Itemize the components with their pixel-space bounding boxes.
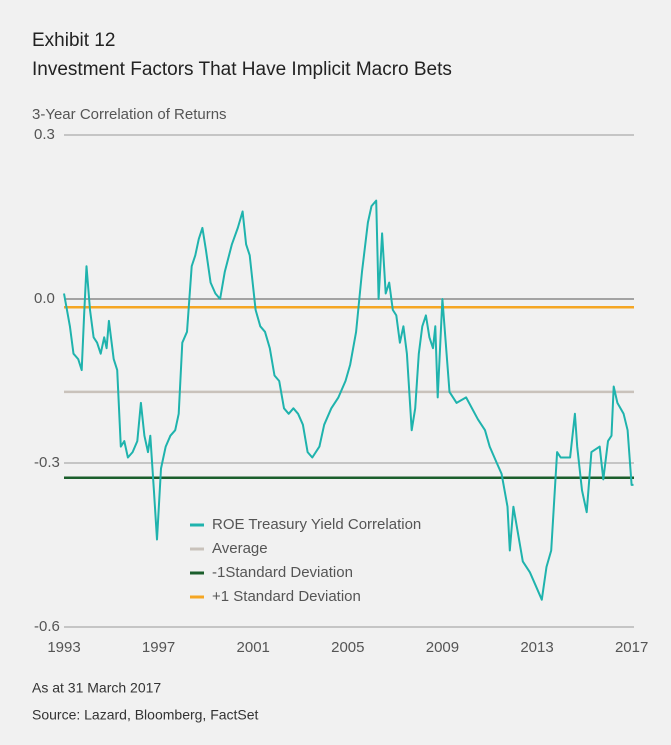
legend-label: +1 Standard Deviation [212, 588, 361, 605]
x-tick-label: 1997 [142, 639, 175, 656]
data-line [63, 199, 634, 601]
x-tick-label: 2009 [426, 639, 459, 656]
x-tick-label: 2017 [615, 639, 648, 656]
chart-title: Investment Factors That Have Implicit Ma… [32, 59, 452, 80]
y-tick-label: 0.3 [34, 126, 55, 143]
chart-header: Exhibit 12 [32, 30, 115, 51]
y-tick-label: 0.0 [34, 290, 55, 307]
x-tick-label: 2005 [331, 639, 364, 656]
note: As at 31 March 2017 [32, 680, 161, 696]
source: Source: Lazard, Bloomberg, FactSet [32, 707, 259, 723]
x-tick-label: 2001 [237, 639, 270, 656]
y-axis-label: 3-Year Correlation of Returns [32, 106, 227, 123]
y-tick-label: -0.6 [34, 618, 60, 635]
legend-label: Average [212, 540, 268, 557]
legend-label: ROE Treasury Yield Correlation [212, 516, 421, 533]
legend-label: -1Standard Deviation [212, 564, 353, 581]
x-tick-label: 1993 [47, 639, 80, 656]
x-tick-label: 2013 [520, 639, 553, 656]
y-tick-label: -0.3 [34, 454, 60, 471]
